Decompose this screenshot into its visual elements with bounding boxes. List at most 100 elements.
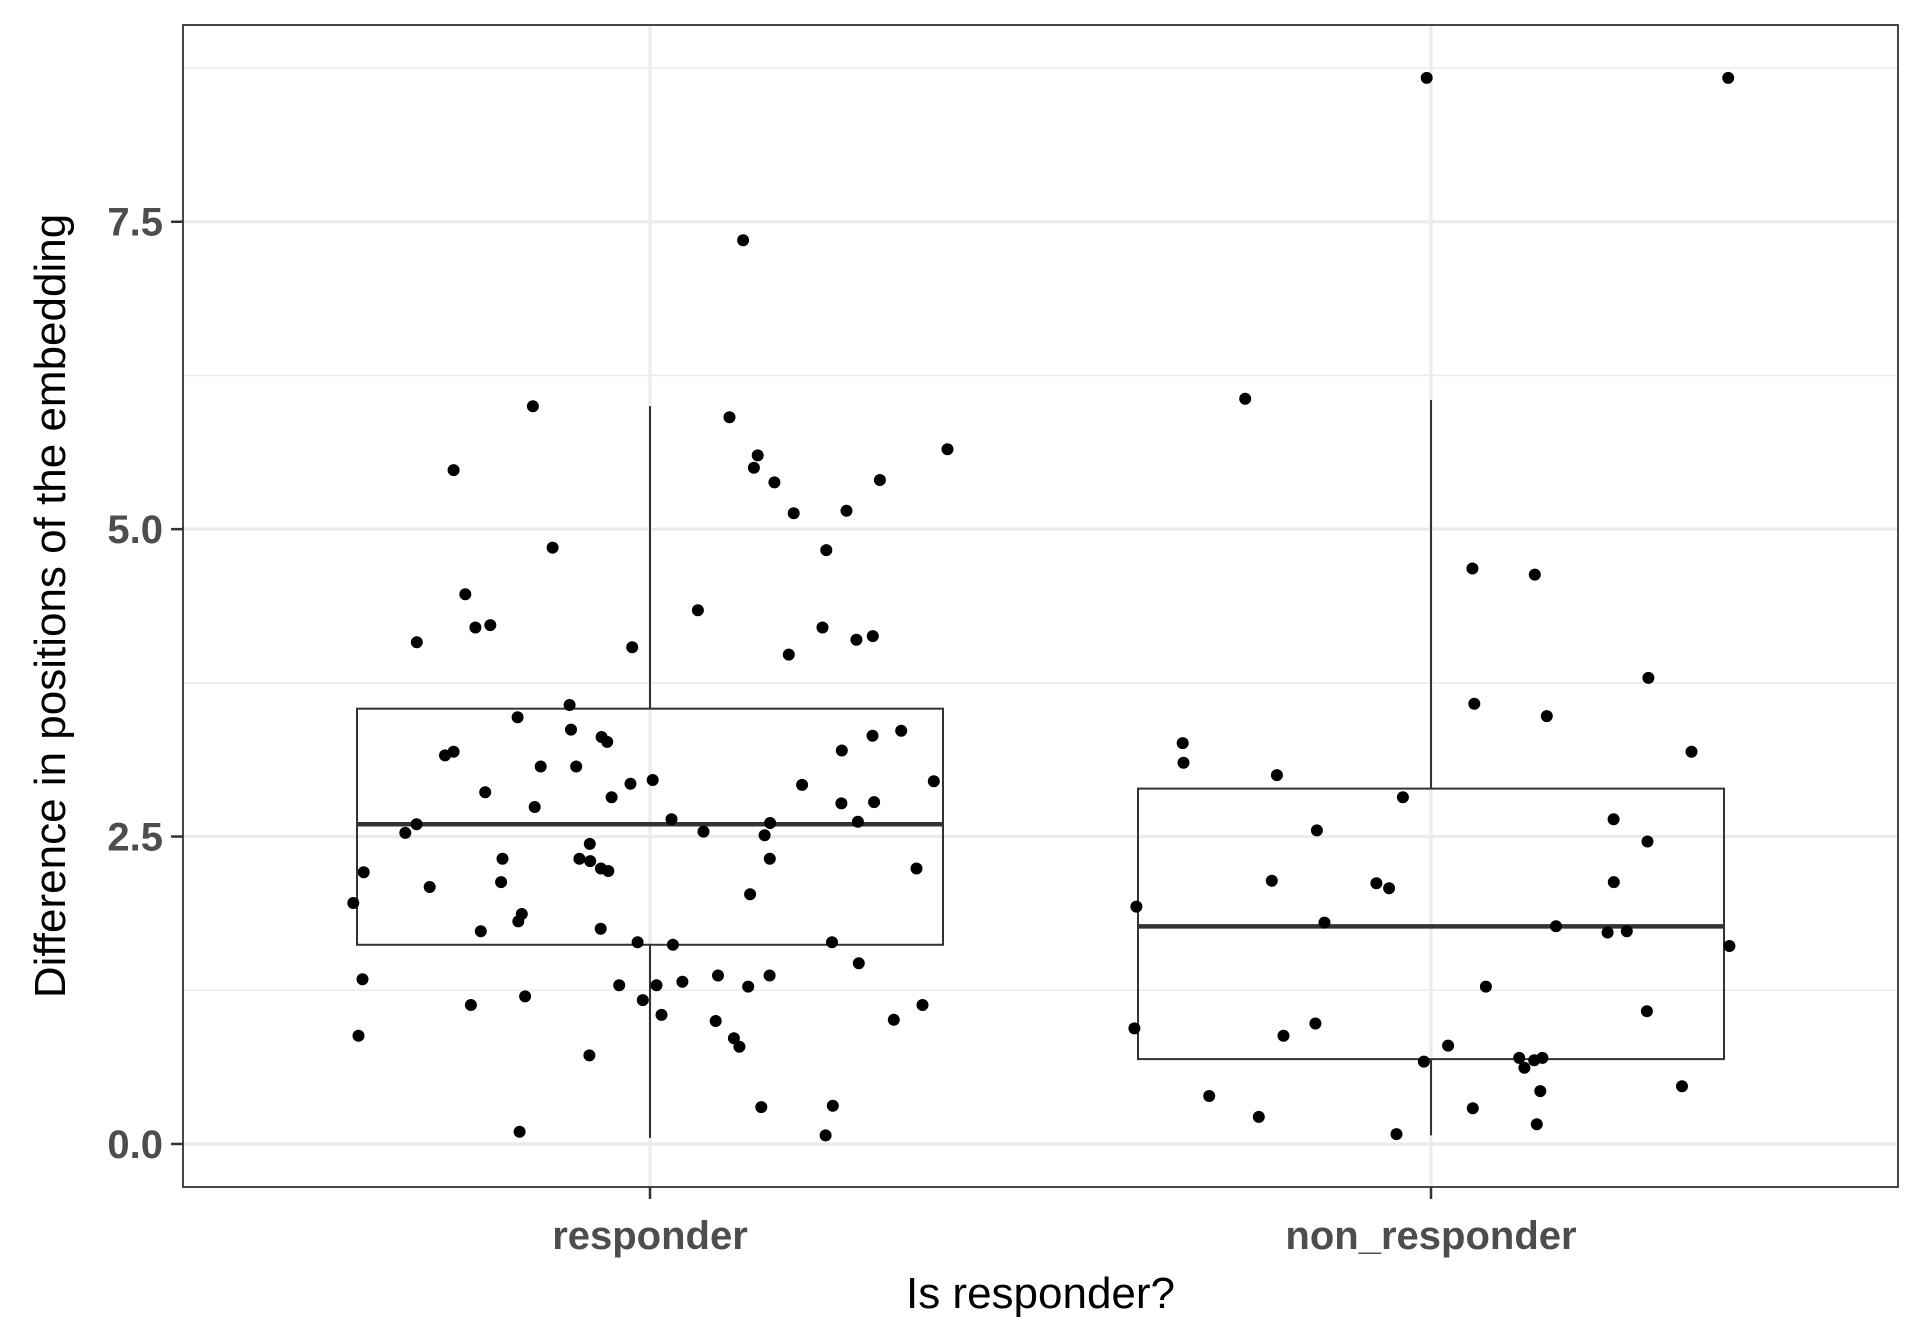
data-point	[356, 973, 369, 986]
data-point	[709, 1015, 722, 1027]
data-point	[1203, 1090, 1216, 1102]
data-point	[941, 443, 954, 456]
data-point	[479, 786, 492, 799]
data-point	[782, 648, 795, 661]
data-point	[1396, 791, 1409, 804]
y-tick-label: 5.0	[107, 508, 163, 552]
data-point	[584, 855, 597, 868]
data-point	[873, 474, 886, 486]
data-point	[352, 1029, 365, 1042]
data-point	[758, 829, 771, 842]
data-point	[1723, 940, 1736, 952]
data-point	[851, 815, 864, 828]
data-point	[605, 791, 618, 804]
data-point	[357, 866, 370, 879]
data-point	[583, 837, 596, 850]
data-point	[887, 1013, 900, 1026]
data-point	[631, 936, 644, 949]
data-point	[1601, 926, 1614, 939]
data-point	[546, 541, 559, 554]
data-point	[1518, 1061, 1531, 1074]
data-point	[1642, 671, 1655, 684]
data-point	[1265, 874, 1278, 887]
data-point	[916, 999, 929, 1011]
data-point	[763, 969, 776, 982]
y-axis-title: Difference in positions of the embedding	[26, 214, 75, 998]
data-point	[835, 797, 848, 810]
data-point	[528, 801, 541, 813]
data-point	[826, 936, 838, 949]
data-point	[1607, 876, 1620, 889]
data-point	[665, 813, 678, 826]
data-point	[519, 990, 532, 1003]
data-point	[459, 588, 472, 601]
data-point	[895, 724, 908, 737]
x-axis-title: Is responder?	[906, 1269, 1175, 1318]
data-point	[1466, 1102, 1479, 1115]
data-point	[1550, 920, 1562, 933]
data-point	[439, 749, 451, 762]
data-point	[1370, 877, 1383, 890]
x-tick-label: non_responder	[1285, 1214, 1576, 1258]
data-point	[787, 507, 800, 520]
data-point	[534, 760, 547, 773]
data-point	[399, 826, 412, 839]
data-point	[712, 969, 724, 982]
data-point	[565, 723, 577, 736]
data-point	[469, 621, 482, 634]
data-point	[768, 476, 781, 489]
data-point	[866, 630, 879, 643]
data-point	[1466, 562, 1479, 575]
data-point	[691, 604, 704, 617]
data-point	[1479, 980, 1492, 993]
data-point	[1270, 769, 1283, 782]
data-point	[723, 411, 736, 424]
data-point	[570, 760, 583, 773]
data-point	[1722, 71, 1735, 84]
data-point	[1513, 1051, 1526, 1064]
data-point	[1390, 1128, 1403, 1141]
data-point	[927, 775, 940, 788]
data-point	[511, 711, 524, 724]
data-point	[636, 994, 649, 1007]
data-point	[646, 774, 659, 786]
data-point	[1530, 1118, 1543, 1131]
data-point	[495, 876, 508, 889]
data-point	[601, 735, 614, 748]
data-point	[666, 938, 679, 951]
data-point	[347, 897, 360, 909]
data-point	[1239, 392, 1252, 405]
data-point	[697, 825, 710, 838]
data-point	[1607, 813, 1620, 826]
data-point	[1540, 710, 1553, 723]
data-point	[1310, 824, 1323, 837]
data-point	[474, 925, 487, 938]
data-point	[410, 818, 423, 831]
data-point	[526, 400, 539, 413]
data-point	[496, 852, 509, 865]
data-point	[1676, 1080, 1688, 1093]
y-tick-label: 7.5	[107, 201, 163, 245]
data-point	[1641, 835, 1654, 848]
data-point	[650, 979, 663, 992]
data-point	[447, 464, 460, 477]
data-point	[866, 729, 879, 742]
data-point	[763, 852, 776, 865]
data-point	[1318, 916, 1331, 929]
data-point	[423, 881, 436, 893]
data-point	[464, 999, 477, 1011]
data-point	[755, 1101, 768, 1114]
data-point	[868, 796, 881, 809]
data-point	[796, 778, 809, 791]
data-point	[1277, 1029, 1290, 1042]
data-point	[1130, 900, 1143, 913]
data-point	[910, 862, 923, 875]
data-point	[852, 957, 865, 970]
data-point	[602, 865, 615, 877]
points-layer	[347, 71, 1736, 1142]
box-iqr	[356, 707, 944, 946]
data-point	[1309, 1017, 1322, 1030]
data-point	[747, 461, 760, 474]
data-point	[764, 817, 777, 829]
